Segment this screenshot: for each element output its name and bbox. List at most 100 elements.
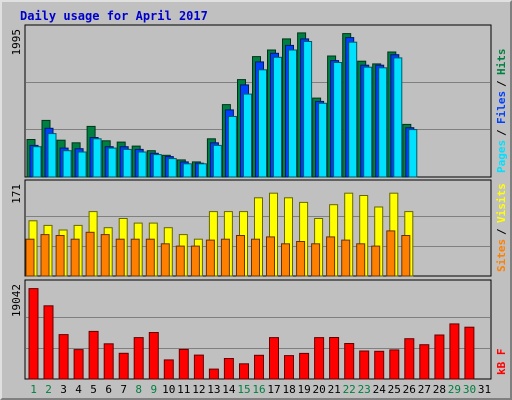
legend-sites: Sites [495, 239, 508, 272]
bar-kbytes [374, 350, 385, 380]
bar-kbytes [43, 305, 54, 380]
bar-kbytes [193, 354, 204, 380]
bar-kbytes [344, 343, 355, 380]
bar-sites [251, 238, 260, 277]
x-tick-label: 4 [75, 383, 82, 396]
bar-pages [227, 116, 237, 178]
bar-pages [152, 154, 162, 178]
bar-pages [212, 144, 222, 178]
bar-pages [243, 93, 252, 178]
bar-kbytes [133, 337, 144, 380]
bar-pages [393, 57, 403, 178]
x-tick-label: 1 [30, 383, 37, 396]
bar-pages [77, 151, 87, 178]
bar-sites [40, 234, 50, 277]
x-tick-label: 16 [252, 383, 265, 396]
x-tick-label: 7 [120, 383, 127, 396]
bar-kbytes [449, 323, 460, 380]
bar-kbytes [163, 359, 174, 380]
bar-pages [167, 158, 177, 178]
bar-sites [236, 235, 245, 277]
bar-pages [47, 133, 57, 178]
bar-sites [100, 234, 110, 277]
bar-kbytes [389, 349, 400, 380]
bar-pages [62, 150, 72, 178]
bar-kbytes [223, 358, 234, 380]
x-tick-label: 2 [45, 383, 52, 396]
x-tick-label: 3 [60, 383, 67, 396]
max-value-label: 19042 [10, 284, 23, 317]
bar-sites [356, 243, 366, 277]
bar-pages [333, 62, 343, 178]
bar-sites [130, 238, 140, 277]
x-tick-label: 23 [358, 383, 371, 396]
bar-pages [303, 41, 313, 178]
x-tick-label: 21 [328, 383, 341, 396]
bar-sites [55, 235, 65, 277]
x-tick-label: 14 [222, 383, 236, 396]
bar-pages [122, 148, 132, 178]
bar-kbytes [88, 330, 99, 380]
x-tick-label: 13 [207, 383, 220, 396]
bar-pages [288, 49, 297, 178]
max-value-label: 171 [10, 184, 23, 204]
x-tick-label: 28 [433, 383, 446, 396]
x-tick-label: 10 [162, 383, 175, 396]
bar-pages [197, 163, 207, 178]
x-tick-label: 24 [373, 383, 387, 396]
bar-kbytes [239, 363, 249, 380]
x-tick-label: 12 [192, 383, 205, 396]
x-tick-label: 22 [343, 383, 356, 396]
bar-sites [401, 235, 411, 277]
legend-separator: / [495, 129, 508, 136]
bar-pages [318, 102, 328, 178]
x-tick-label: 11 [177, 383, 190, 396]
bar-kbytes [269, 337, 279, 380]
legend-kb-f: kB F [495, 349, 508, 376]
x-tick-label: 9 [150, 383, 157, 396]
bar-sites [85, 231, 95, 277]
bar-sites [190, 245, 200, 277]
bar-pages [107, 147, 117, 178]
bar-sites [296, 241, 306, 277]
bar-kbytes [208, 368, 219, 380]
bar-sites [220, 238, 230, 277]
bar-sites [145, 238, 155, 277]
bar-kbytes [329, 337, 340, 380]
bar-sites [326, 236, 336, 277]
bar-sites [266, 236, 275, 277]
x-tick-label: 31 [478, 383, 491, 396]
x-tick-label: 25 [388, 383, 401, 396]
bar-sites [341, 239, 351, 277]
bar-kbytes [254, 354, 264, 380]
x-tick-label: 30 [463, 383, 476, 396]
bar-kbytes [314, 337, 325, 380]
legend-pages: Pages [495, 140, 508, 173]
bar-kbytes [73, 349, 84, 380]
bar-kbytes [404, 338, 415, 380]
bar-pages [378, 67, 388, 178]
bar-kbytes [28, 288, 39, 380]
x-tick-label: 8 [135, 383, 142, 396]
bar-pages [273, 56, 282, 178]
bar-pages [92, 138, 102, 178]
bar-kbytes [103, 343, 114, 380]
chart-title: Daily usage for April 2017 [20, 9, 208, 23]
bar-kbytes [464, 326, 475, 380]
bar-pages [182, 163, 192, 178]
bar-sites [205, 239, 215, 277]
x-tick-label: 19 [297, 383, 310, 396]
bar-sites [115, 238, 125, 277]
x-tick-label: 26 [403, 383, 416, 396]
bar-pages [348, 41, 358, 178]
legend-hits: Hits [495, 49, 508, 76]
bar-sites [160, 243, 170, 277]
bar-kbytes [178, 348, 189, 380]
bar-pages [408, 129, 418, 178]
x-tick-label: 5 [90, 383, 97, 396]
bar-kbytes [58, 334, 69, 380]
bar-kbytes [118, 352, 129, 380]
bar-kbytes [419, 344, 430, 380]
bar-kbytes [434, 334, 445, 380]
